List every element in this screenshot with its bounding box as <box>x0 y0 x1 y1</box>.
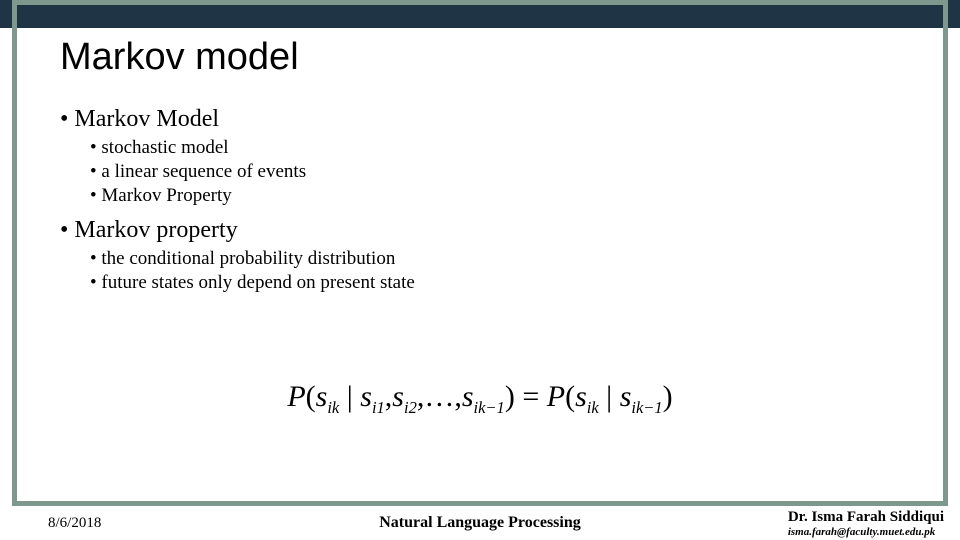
formula-close: ) <box>505 380 515 413</box>
footer: 8/6/2018 Natural Language Processing Dr.… <box>0 506 960 540</box>
content-area: Markov Model stochastic model a linear s… <box>60 96 920 296</box>
section-heading: Markov Model <box>60 106 920 133</box>
list-item: the conditional probability distribution <box>90 248 920 270</box>
formula-given: | <box>599 380 620 413</box>
formula-P: P <box>287 380 305 413</box>
formula-sub: i2 <box>404 398 417 417</box>
formula-sub: ik−1 <box>474 398 505 417</box>
footer-author: Dr. Isma Farah Siddiqui <box>788 509 944 526</box>
slide-title: Markov model <box>60 36 916 79</box>
formula-s: s <box>316 380 328 413</box>
formula-eq: = <box>515 380 547 413</box>
formula-close: ) <box>663 380 673 413</box>
formula-P: P <box>547 380 565 413</box>
formula-s: s <box>360 380 372 413</box>
formula-comma: , <box>454 380 462 413</box>
list-item: stochastic model <box>90 137 920 159</box>
formula: P(sik | si1,si2,…,sik−1) = P(sik | sik−1… <box>287 380 672 418</box>
formula-sub: ik−1 <box>631 398 662 417</box>
formula-sub: i1 <box>372 398 385 417</box>
formula-s: s <box>392 380 404 413</box>
formula-s: s <box>462 380 474 413</box>
formula-sub: ik <box>327 398 339 417</box>
formula-given: | <box>339 380 360 413</box>
title-area: Markov model <box>36 28 940 83</box>
formula-s: s <box>620 380 632 413</box>
formula-dots: … <box>424 380 454 413</box>
list-item: future states only depend on present sta… <box>90 272 920 294</box>
formula-area: P(sik | si1,si2,…,sik−1) = P(sik | sik−1… <box>0 380 960 418</box>
formula-open: ( <box>565 380 575 413</box>
footer-author-block: Dr. Isma Farah Siddiqui isma.farah@facul… <box>788 509 944 538</box>
list-item: a linear sequence of events <box>90 161 920 183</box>
section-heading: Markov property <box>60 217 920 244</box>
formula-s: s <box>575 380 587 413</box>
formula-open: ( <box>306 380 316 413</box>
list-item: Markov Property <box>90 185 920 207</box>
formula-sub: ik <box>587 398 599 417</box>
footer-email: isma.farah@faculty.muet.edu.pk <box>788 526 944 538</box>
